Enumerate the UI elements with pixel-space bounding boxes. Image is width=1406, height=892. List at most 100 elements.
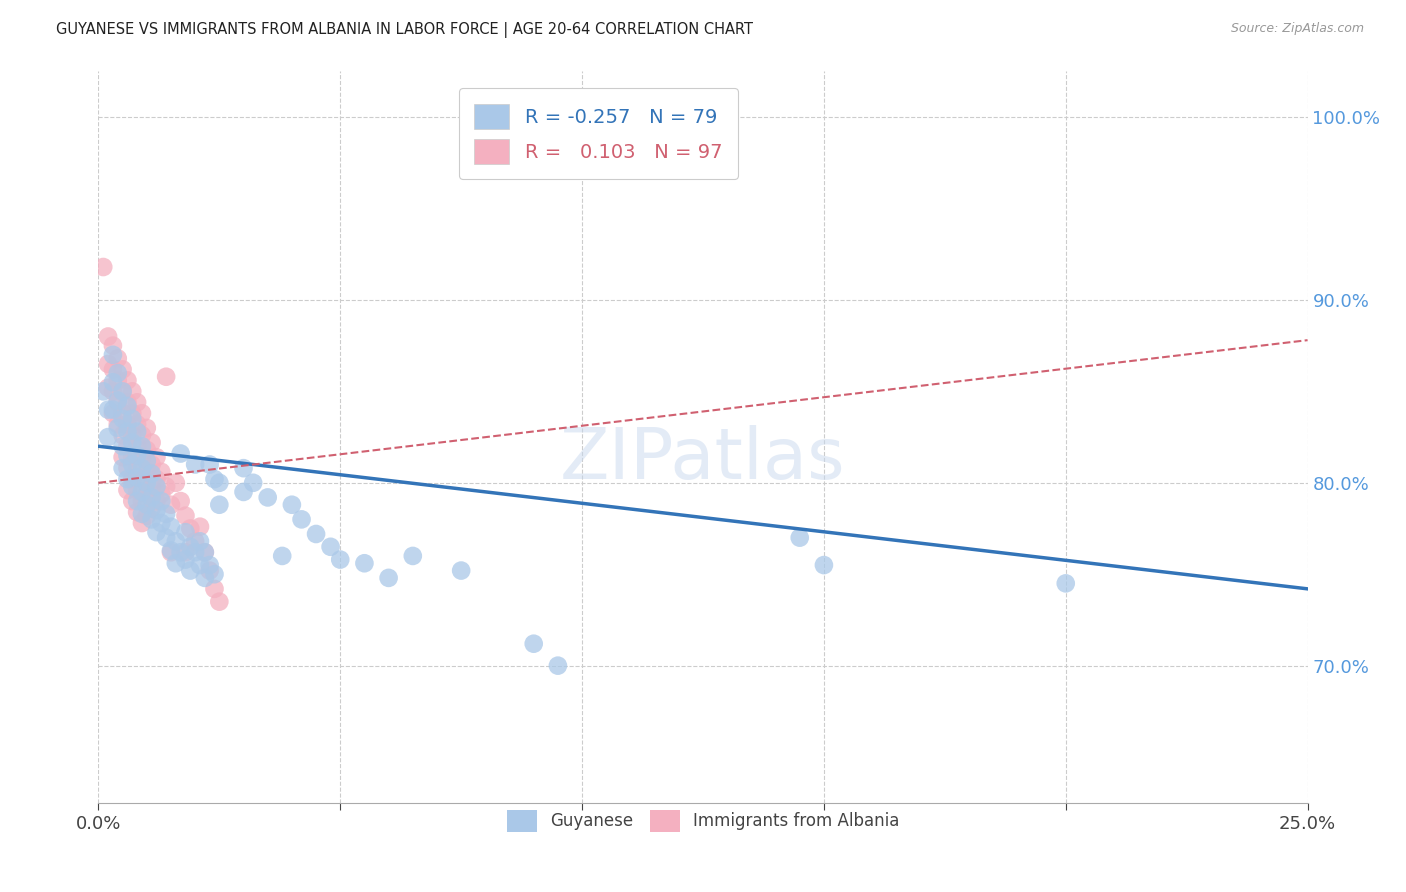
Point bbox=[135, 465, 157, 479]
Point bbox=[281, 498, 304, 512]
Point bbox=[141, 435, 163, 450]
Point bbox=[198, 564, 221, 578]
Point bbox=[141, 501, 163, 516]
Point bbox=[117, 373, 139, 387]
Point bbox=[179, 564, 201, 578]
Point bbox=[111, 428, 134, 442]
Point bbox=[305, 527, 328, 541]
Point bbox=[141, 458, 163, 472]
Legend: Guyanese, Immigrants from Albania: Guyanese, Immigrants from Albania bbox=[501, 804, 905, 838]
Point bbox=[160, 545, 183, 559]
Point bbox=[204, 472, 226, 486]
Point bbox=[194, 545, 217, 559]
Point bbox=[135, 442, 157, 457]
Point bbox=[789, 531, 811, 545]
Point bbox=[135, 475, 157, 490]
Point bbox=[184, 458, 207, 472]
Point bbox=[101, 375, 124, 389]
Point bbox=[131, 516, 153, 530]
Point bbox=[107, 351, 129, 366]
Point bbox=[145, 503, 167, 517]
Point bbox=[121, 450, 143, 465]
Point bbox=[117, 425, 139, 439]
Point bbox=[208, 498, 231, 512]
Point bbox=[194, 571, 217, 585]
Point bbox=[107, 421, 129, 435]
Point bbox=[135, 508, 157, 523]
Point bbox=[127, 439, 149, 453]
Point bbox=[127, 461, 149, 475]
Point bbox=[184, 534, 207, 549]
Point bbox=[97, 402, 120, 417]
Point bbox=[145, 472, 167, 486]
Point bbox=[117, 472, 139, 486]
Point bbox=[111, 450, 134, 465]
Point bbox=[111, 384, 134, 399]
Point bbox=[97, 329, 120, 343]
Point bbox=[101, 402, 124, 417]
Point bbox=[208, 594, 231, 608]
Point bbox=[271, 549, 294, 563]
Point bbox=[319, 540, 342, 554]
Point bbox=[290, 512, 312, 526]
Point bbox=[135, 498, 157, 512]
Point bbox=[160, 519, 183, 533]
Point bbox=[111, 461, 134, 475]
Point bbox=[174, 552, 197, 566]
Point bbox=[165, 534, 187, 549]
Point bbox=[121, 472, 143, 486]
Point bbox=[111, 411, 134, 425]
Point bbox=[184, 545, 207, 559]
Point bbox=[329, 552, 352, 566]
Point bbox=[135, 487, 157, 501]
Point bbox=[198, 558, 221, 573]
Point bbox=[174, 545, 197, 559]
Point bbox=[135, 454, 157, 468]
Point bbox=[121, 435, 143, 450]
Point bbox=[131, 406, 153, 420]
Point bbox=[111, 406, 134, 420]
Point bbox=[402, 549, 425, 563]
Text: ZIPatlas: ZIPatlas bbox=[560, 425, 846, 493]
Point bbox=[101, 362, 124, 376]
Point bbox=[208, 475, 231, 490]
Point bbox=[127, 494, 149, 508]
Point bbox=[160, 543, 183, 558]
Text: GUYANESE VS IMMIGRANTS FROM ALBANIA IN LABOR FORCE | AGE 20-64 CORRELATION CHART: GUYANESE VS IMMIGRANTS FROM ALBANIA IN L… bbox=[56, 22, 754, 38]
Point bbox=[127, 505, 149, 519]
Point bbox=[111, 384, 134, 399]
Point bbox=[179, 540, 201, 554]
Point bbox=[141, 512, 163, 526]
Point bbox=[813, 558, 835, 573]
Point bbox=[121, 428, 143, 442]
Point bbox=[121, 411, 143, 425]
Point bbox=[117, 395, 139, 409]
Point bbox=[174, 508, 197, 523]
Point bbox=[101, 348, 124, 362]
Point bbox=[131, 428, 153, 442]
Point bbox=[127, 395, 149, 409]
Point bbox=[107, 393, 129, 408]
Point bbox=[204, 582, 226, 596]
Point bbox=[169, 545, 191, 559]
Point bbox=[101, 406, 124, 420]
Point bbox=[127, 425, 149, 439]
Point bbox=[127, 470, 149, 484]
Point bbox=[131, 507, 153, 521]
Point bbox=[155, 531, 177, 545]
Point bbox=[121, 384, 143, 399]
Point bbox=[107, 373, 129, 387]
Point bbox=[1054, 576, 1077, 591]
Point bbox=[377, 571, 399, 585]
Point bbox=[97, 357, 120, 371]
Point bbox=[145, 494, 167, 508]
Point bbox=[145, 450, 167, 465]
Point bbox=[141, 479, 163, 493]
Point bbox=[117, 439, 139, 453]
Point bbox=[107, 366, 129, 380]
Point bbox=[111, 439, 134, 453]
Point bbox=[135, 421, 157, 435]
Point bbox=[107, 395, 129, 409]
Point bbox=[450, 564, 472, 578]
Point bbox=[145, 525, 167, 540]
